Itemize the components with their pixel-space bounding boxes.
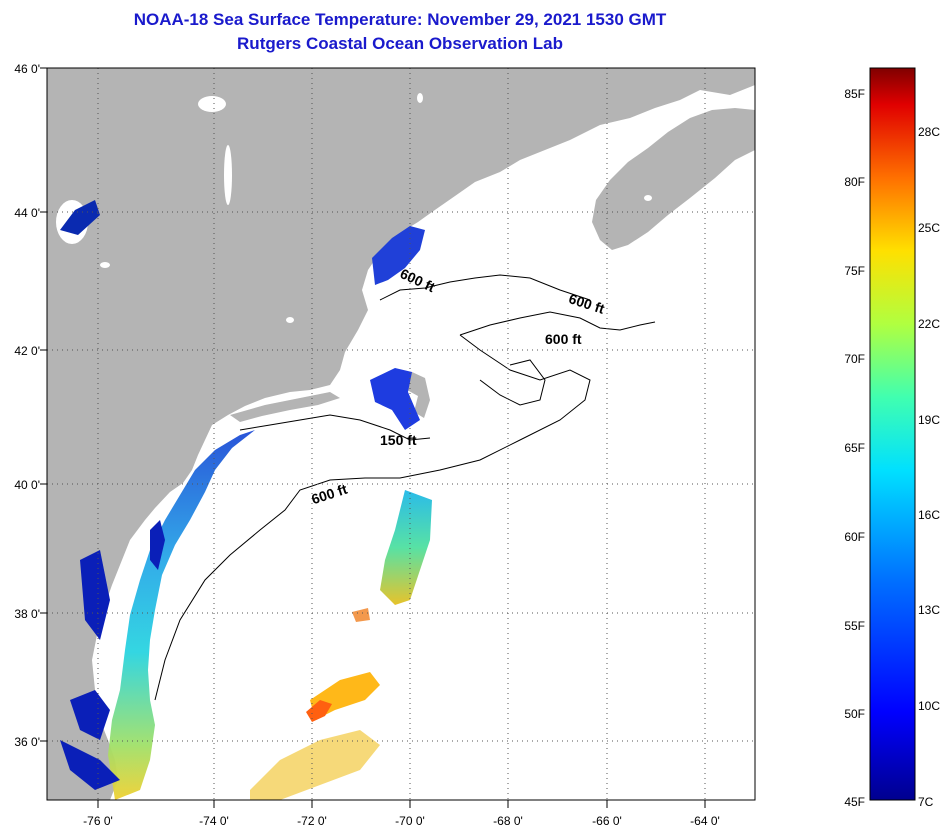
map-title: NOAA-18 Sea Surface Temperature: Novembe… [133,10,667,29]
sst-bays [60,520,165,790]
land-mainland [47,68,755,800]
colorbar-f-label: 70F [844,352,865,366]
colorbar-f-label: 50F [844,707,865,721]
bathymetry-contours [154,274,656,701]
colorbar-f-label: 80F [844,175,865,189]
colorbar-ramp [869,67,916,801]
lat-label: 42 0' [14,344,40,358]
lat-label: 46 0' [14,62,40,76]
sst-offshore-streak [380,490,432,605]
colorbar-c-label: 13C [918,603,940,617]
contour-label: 600 ft [545,331,582,347]
colorbar-c-label: 25C [918,221,940,235]
lon-label: -74 0' [199,814,229,828]
colorbar-f-label: 45F [844,795,865,809]
lat-label: 36 0' [14,735,40,749]
lat-label: 40 0' [14,478,40,492]
lon-label: -64 0' [690,814,720,828]
sst-warm-scatter [250,730,380,800]
colorbar-c-label: 19C [918,413,940,427]
land-long-island [230,392,340,422]
colorbar-c-label: 22C [918,317,940,331]
contour-label: 150 ft [380,432,417,448]
colorbar-f-label: 85F [844,87,865,101]
colorbar-f-label: 55F [844,619,865,633]
colorbar-f-label: 60F [844,530,865,544]
lon-label: -68 0' [493,814,523,828]
colorbar-c-label: 16C [918,508,940,522]
graticule [47,68,755,800]
lon-label: -70 0' [395,814,425,828]
land-nova-scotia [592,108,755,250]
lon-label: -66 0' [592,814,622,828]
lon-label: -72 0' [297,814,327,828]
sst-gulf-of-maine [60,200,425,430]
lat-label: 38 0' [14,607,40,621]
map-subtitle: Rutgers Coastal Ocean Observation Lab [237,34,563,53]
sst-hot-core [306,700,332,722]
colorbar-c-label: 28C [918,125,940,139]
colorbar-f-label: 75F [844,264,865,278]
colorbar-c-label: 10C [918,699,940,713]
lat-label: 44 0' [14,206,40,220]
colorbar-f-label: 65F [844,441,865,455]
lon-label: -76 0' [83,814,113,828]
axis-ticks [40,67,706,808]
sst-coastal-band [108,430,255,800]
colorbar-c-label: 7C [918,795,934,809]
